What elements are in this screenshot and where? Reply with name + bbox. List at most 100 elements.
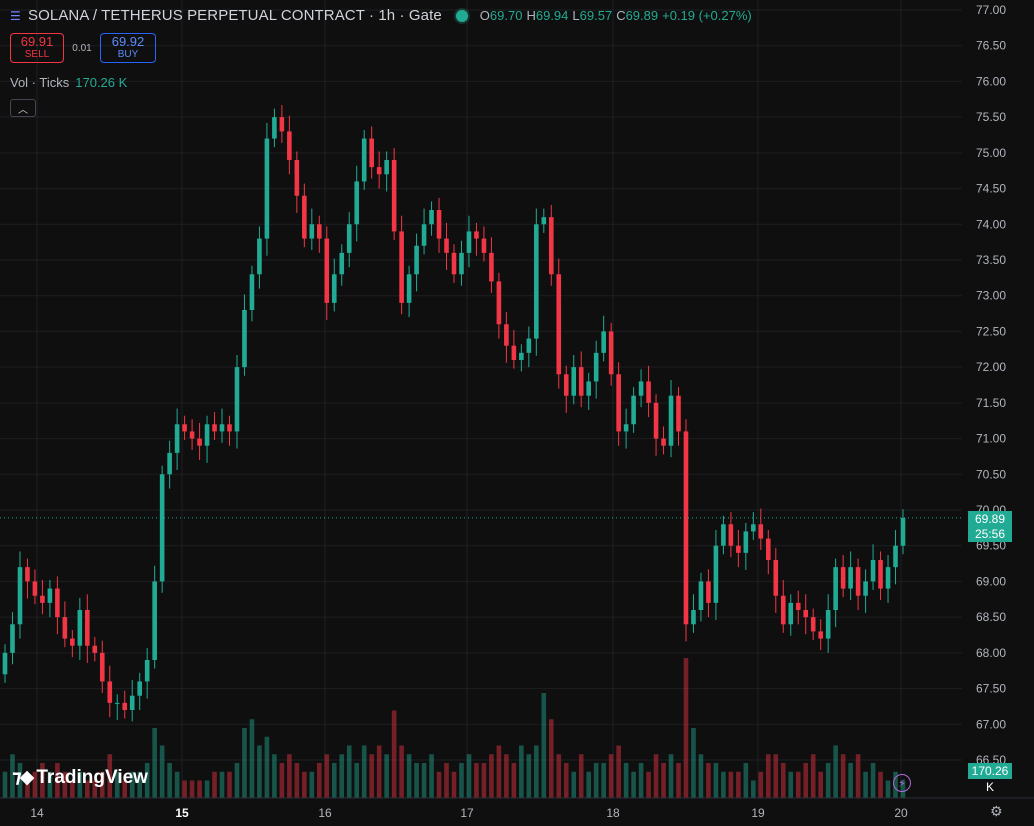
volume-bar <box>406 754 412 798</box>
volume-bar <box>346 745 352 798</box>
price-tick-label: 69.00 <box>976 574 1006 588</box>
candle-body <box>721 524 726 546</box>
volume-bar <box>773 754 779 798</box>
candle-body <box>212 424 217 432</box>
price-tick-label: 73.50 <box>976 253 1006 267</box>
volume-bar <box>339 754 345 798</box>
candle-body <box>459 252 464 275</box>
symbol-title[interactable]: SOLANA / TETHERUS PERPETUAL CONTRACT · 1… <box>28 7 442 24</box>
volume-bar <box>272 754 277 798</box>
volume-bar <box>77 771 83 798</box>
chart-legend: ☰ SOLANA / TETHERUS PERPETUAL CONTRACT ·… <box>10 7 752 24</box>
volume-bar <box>795 771 801 798</box>
candles <box>2 105 906 722</box>
candle-body <box>339 252 345 275</box>
sell-button[interactable]: 69.91 SELL <box>10 33 64 63</box>
price-tick-label: 77.00 <box>976 3 1006 17</box>
volume-bar <box>818 771 823 798</box>
candle-body <box>646 381 651 403</box>
candle-body <box>758 524 764 539</box>
candle-body <box>571 367 577 396</box>
volume-bar <box>227 771 232 798</box>
price-tick-label: 71.00 <box>976 432 1006 446</box>
candle-body <box>122 702 128 710</box>
volume-bar <box>646 771 651 798</box>
candle-body <box>481 238 487 253</box>
candle-body <box>17 567 23 625</box>
candle-body <box>489 252 494 282</box>
volume-bar <box>511 763 517 798</box>
volume-bar <box>766 754 771 798</box>
candle-body <box>870 560 876 582</box>
candle-body <box>219 424 225 432</box>
buy-button[interactable]: 69.92 BUY <box>100 33 156 63</box>
time-axis[interactable]: 14 15 16 17 18 19 20 <box>0 797 1034 820</box>
volume-bar <box>683 658 689 798</box>
volume-bar <box>92 780 98 798</box>
time-tick-label: 19 <box>751 806 765 820</box>
lightning-icon[interactable]: ⚡ <box>893 774 911 792</box>
candle-body <box>62 617 68 639</box>
volume-bar <box>885 780 891 798</box>
volume-bar <box>429 754 434 798</box>
price-tick-label: 67.00 <box>976 717 1006 731</box>
volume-bar <box>548 719 554 798</box>
candle-body <box>623 424 629 432</box>
volume-bar <box>2 771 8 798</box>
candle-body <box>534 224 539 339</box>
volume-bar <box>878 771 883 798</box>
volume-bar <box>810 754 816 798</box>
gear-icon[interactable]: ⚙ <box>990 803 1003 819</box>
time-tick-label: 14 <box>30 806 44 820</box>
chevron-up-icon: ︿ <box>18 104 28 116</box>
candle-body <box>40 595 45 603</box>
volume-bar <box>257 745 262 798</box>
volume-bar <box>204 780 210 798</box>
candle-body <box>421 224 427 246</box>
volume-bar <box>47 771 53 798</box>
price-tick-label: 72.50 <box>976 324 1006 338</box>
candle-body <box>279 117 285 132</box>
price-tick-label: 68.50 <box>976 610 1006 624</box>
volume-bar <box>489 754 494 798</box>
candle-body <box>302 195 307 239</box>
volume-bar <box>691 728 696 798</box>
candle-body <box>294 160 300 196</box>
candle-body <box>354 181 360 225</box>
candle-body <box>795 602 801 610</box>
candle-body <box>631 395 636 425</box>
volume-bar <box>242 728 247 798</box>
price-tick-label: 75.00 <box>976 146 1006 160</box>
candle-body <box>144 660 150 682</box>
menu-icon[interactable]: ☰ <box>10 8 21 23</box>
trade-panel: 69.91 SELL 0.01 69.92 BUY <box>10 33 156 63</box>
candle-body <box>519 352 524 360</box>
volume-bar <box>32 771 38 798</box>
volume-bar <box>534 745 539 798</box>
candle-body <box>204 424 210 446</box>
volume-bar <box>399 745 404 798</box>
volume-bar <box>159 745 165 798</box>
buy-price: 69.92 <box>111 34 145 49</box>
candle-body <box>287 131 292 160</box>
volume-bar <box>833 745 838 798</box>
volume-bar <box>601 763 606 798</box>
volume-bar <box>736 771 741 798</box>
candle-body <box>788 602 794 625</box>
candle-body <box>384 160 389 175</box>
candle-body <box>249 274 255 310</box>
candle-body <box>466 231 472 253</box>
volume-bar <box>317 763 322 798</box>
volume-bar <box>788 771 794 798</box>
volume-bar <box>436 771 442 798</box>
candle-body <box>668 395 674 446</box>
candle-body <box>85 610 90 646</box>
price-axis[interactable]: 77.00 76.50 76.00 75.50 75.00 74.50 74.00 73.50… <box>976 3 1006 767</box>
collapse-button[interactable]: ︿ <box>10 99 36 117</box>
candle-body <box>451 252 457 275</box>
volume-bar <box>114 771 120 798</box>
volume-bar <box>593 763 599 798</box>
volume-bar <box>414 763 419 798</box>
volume-bar <box>706 763 711 798</box>
